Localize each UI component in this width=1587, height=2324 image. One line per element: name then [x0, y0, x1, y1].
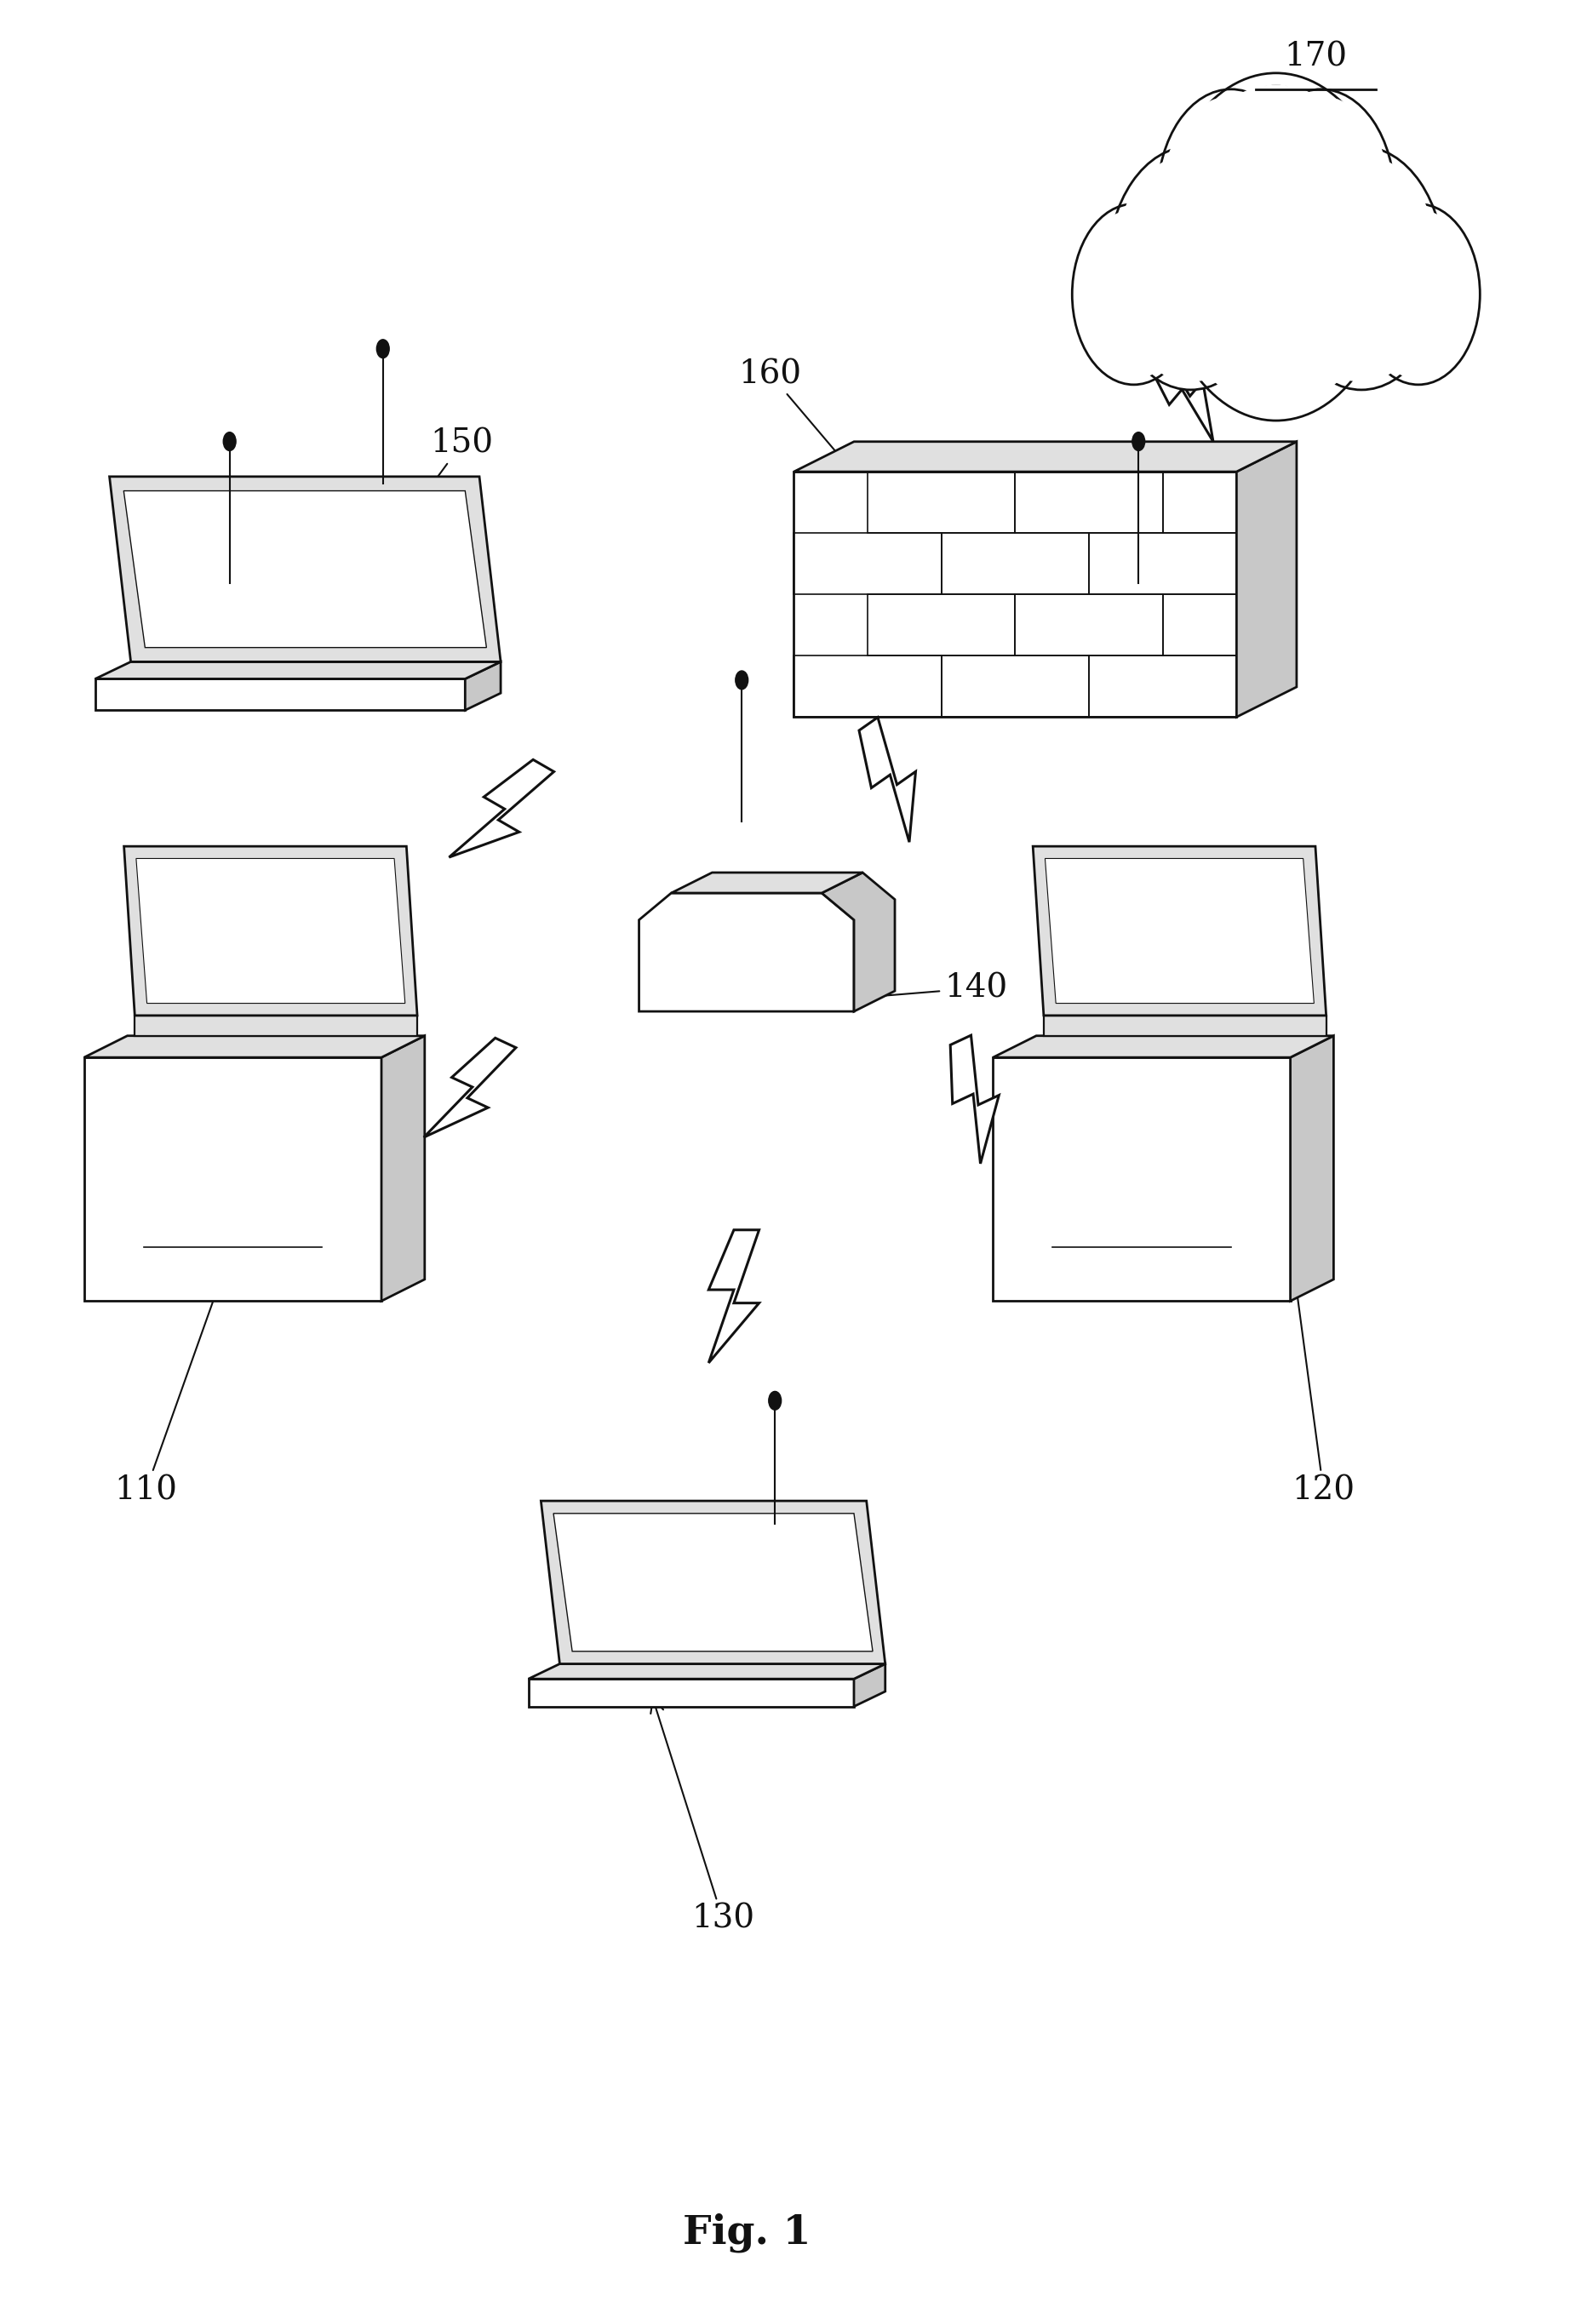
- Polygon shape: [1043, 1016, 1325, 1037]
- Polygon shape: [708, 1229, 759, 1362]
- Polygon shape: [794, 442, 1297, 472]
- Polygon shape: [822, 872, 895, 1011]
- Circle shape: [1211, 86, 1341, 277]
- Text: Fig. 1: Fig. 1: [682, 2212, 809, 2252]
- Circle shape: [1165, 86, 1385, 409]
- Polygon shape: [1146, 344, 1212, 442]
- Polygon shape: [794, 472, 1236, 718]
- Circle shape: [1278, 146, 1444, 390]
- Text: 140: 140: [838, 971, 1006, 1004]
- Polygon shape: [136, 858, 405, 1004]
- Circle shape: [1076, 209, 1190, 379]
- Text: 150: 150: [354, 428, 494, 590]
- Circle shape: [1132, 432, 1144, 451]
- Polygon shape: [135, 1016, 417, 1037]
- Text: 130: 130: [651, 1699, 754, 1936]
- Polygon shape: [1032, 846, 1325, 1016]
- Circle shape: [224, 432, 236, 451]
- Circle shape: [1284, 156, 1438, 381]
- Circle shape: [1112, 156, 1266, 381]
- Circle shape: [1108, 146, 1273, 390]
- Polygon shape: [1290, 1037, 1333, 1301]
- Polygon shape: [992, 1057, 1290, 1301]
- Polygon shape: [992, 1037, 1333, 1057]
- Polygon shape: [84, 1057, 381, 1301]
- Text: 120: 120: [1287, 1260, 1354, 1506]
- Polygon shape: [95, 662, 500, 679]
- Polygon shape: [110, 476, 500, 662]
- Polygon shape: [638, 892, 854, 1011]
- Polygon shape: [381, 1037, 424, 1301]
- Circle shape: [1214, 93, 1336, 270]
- Circle shape: [1252, 98, 1389, 297]
- Polygon shape: [554, 1513, 873, 1652]
- Polygon shape: [528, 1678, 854, 1706]
- Polygon shape: [95, 679, 465, 711]
- Polygon shape: [949, 1034, 998, 1164]
- Circle shape: [1355, 205, 1479, 386]
- Circle shape: [768, 1392, 781, 1411]
- Polygon shape: [541, 1501, 886, 1664]
- Circle shape: [376, 339, 389, 358]
- Polygon shape: [859, 718, 916, 841]
- Polygon shape: [424, 1039, 516, 1136]
- Text: 170: 170: [1284, 42, 1346, 72]
- Circle shape: [1162, 98, 1298, 297]
- Text: 110: 110: [114, 1260, 230, 1506]
- Circle shape: [735, 672, 747, 690]
- Circle shape: [1157, 72, 1393, 421]
- Circle shape: [1071, 205, 1195, 386]
- Polygon shape: [124, 846, 417, 1016]
- Polygon shape: [1236, 442, 1297, 718]
- Polygon shape: [528, 1664, 886, 1678]
- Polygon shape: [854, 1664, 886, 1706]
- Circle shape: [1157, 88, 1305, 304]
- Polygon shape: [84, 1037, 424, 1057]
- Polygon shape: [465, 662, 500, 711]
- Circle shape: [1360, 209, 1474, 379]
- Polygon shape: [449, 760, 554, 858]
- Polygon shape: [671, 872, 862, 892]
- Polygon shape: [124, 490, 486, 648]
- Circle shape: [1247, 88, 1393, 304]
- Text: 160: 160: [738, 358, 905, 532]
- Polygon shape: [1044, 858, 1314, 1004]
